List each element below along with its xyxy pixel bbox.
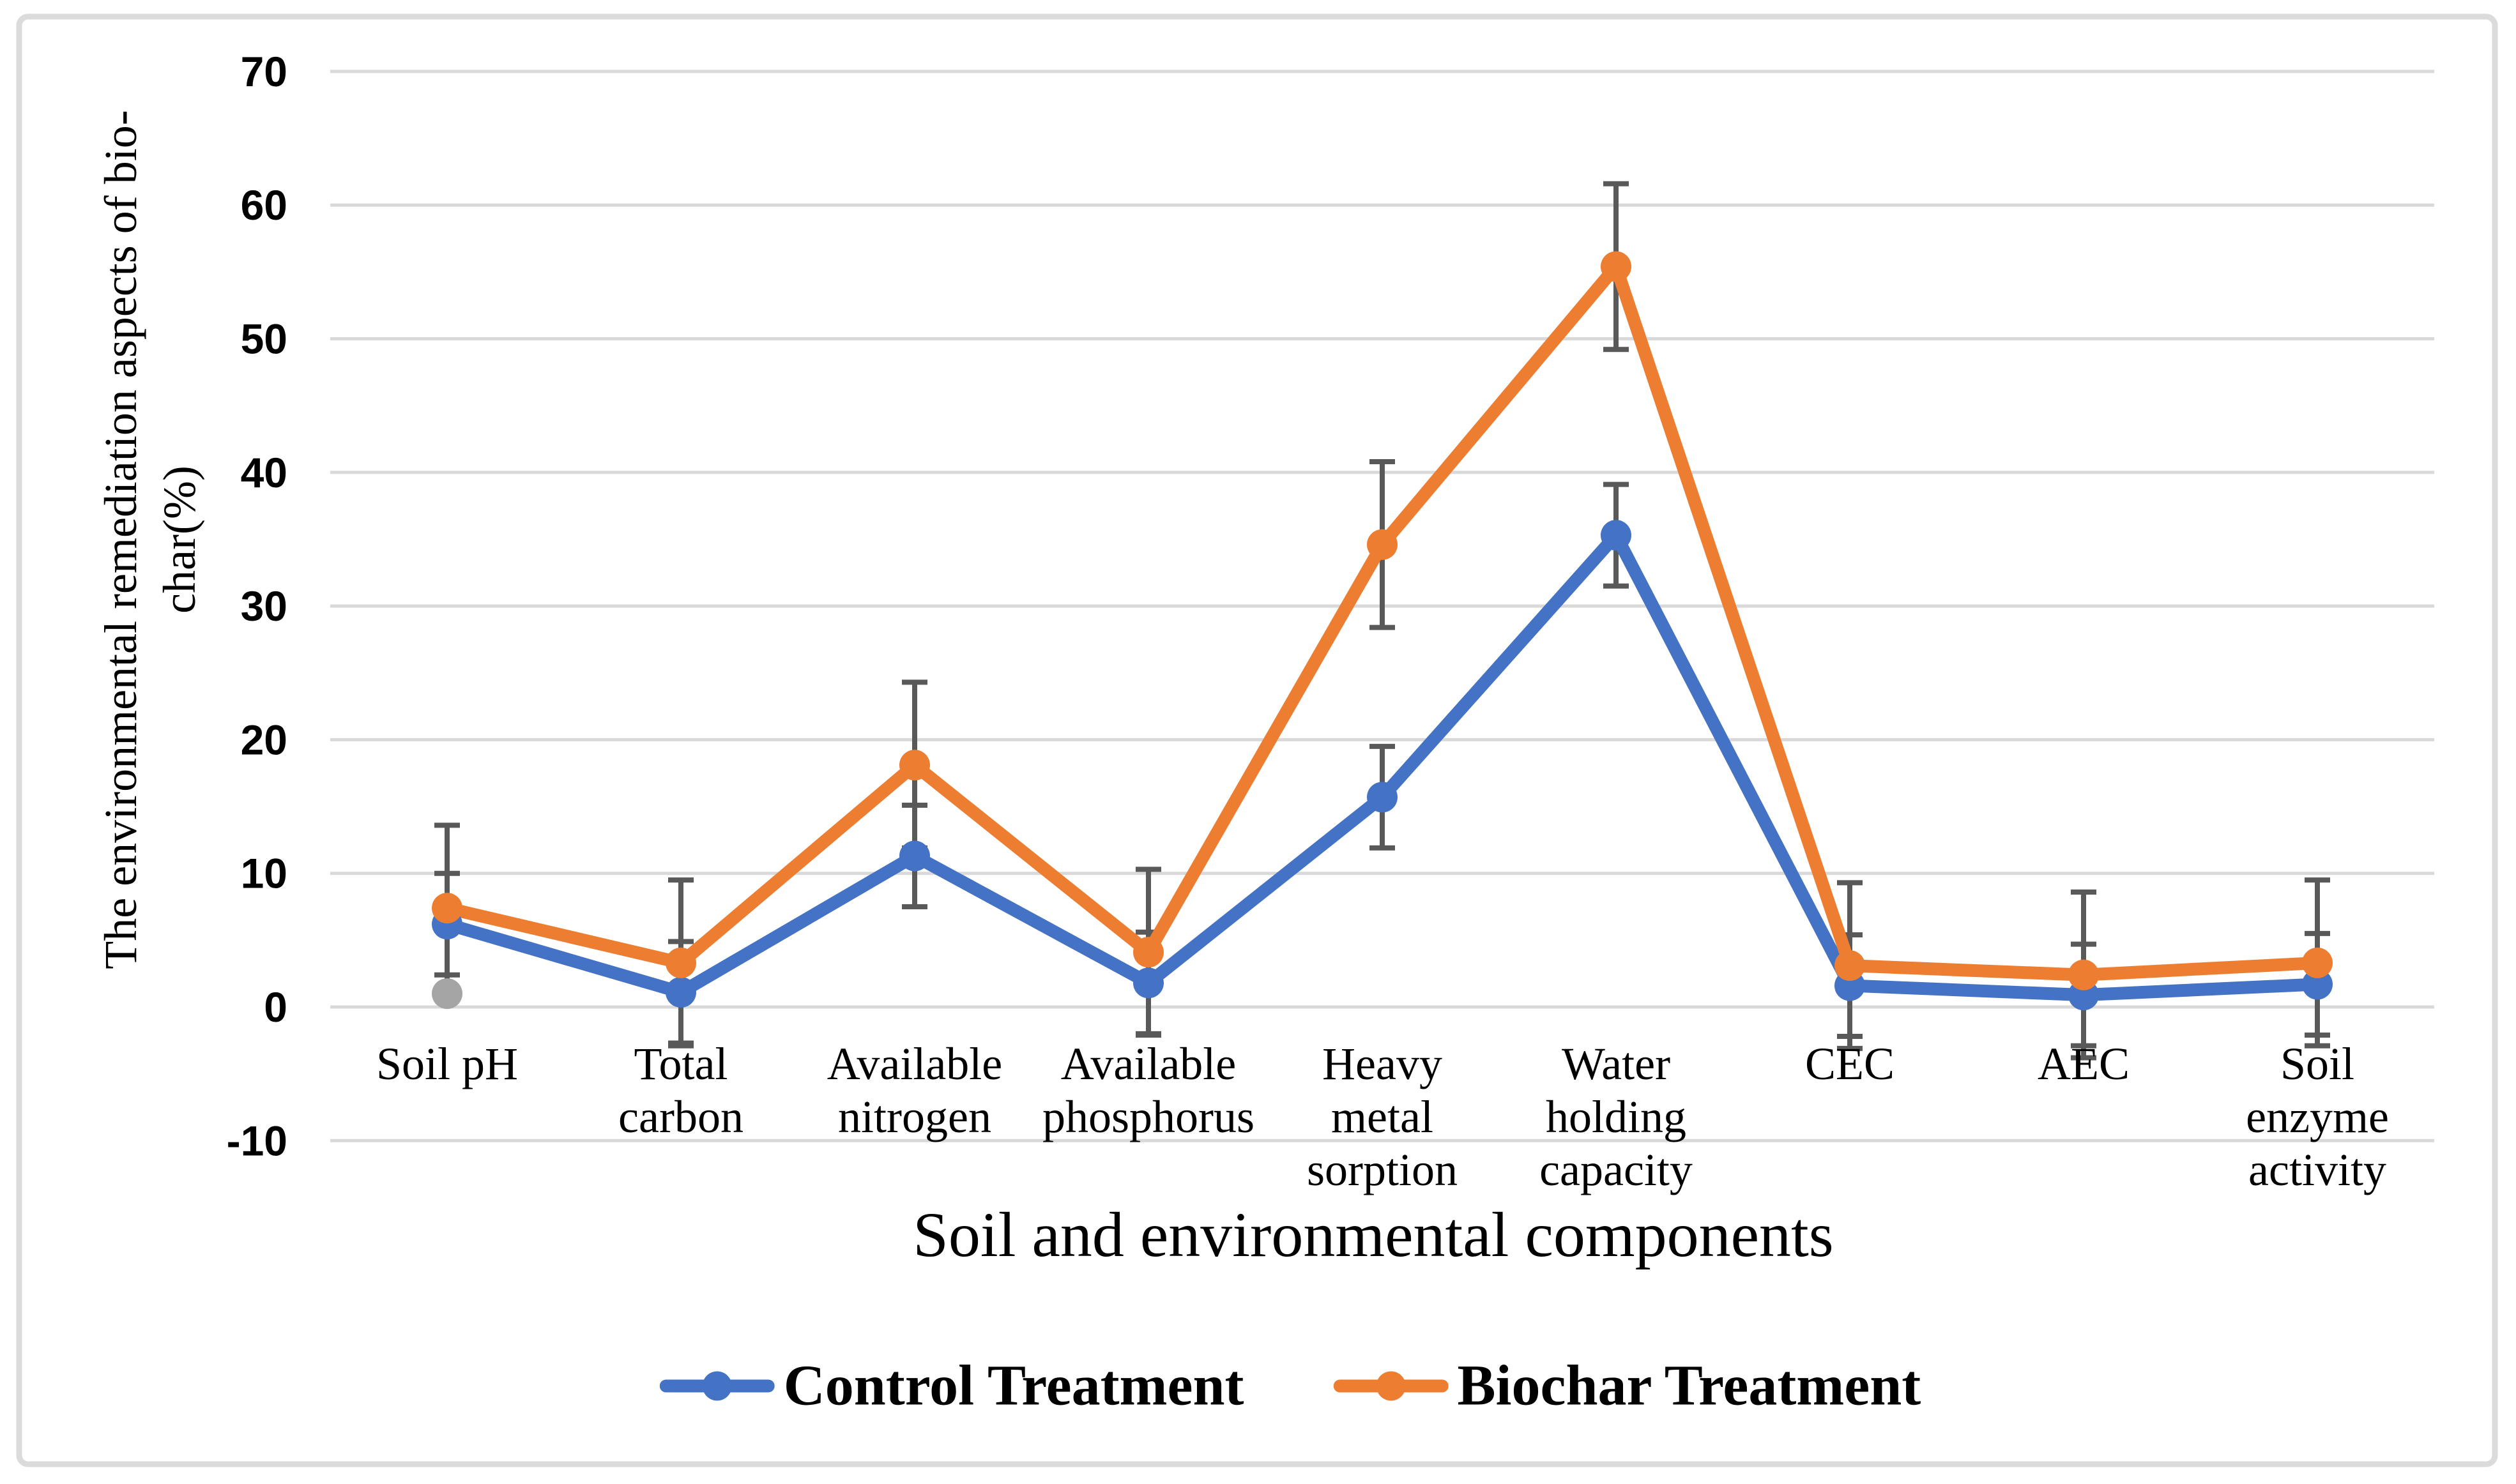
category-label-2-line-1: nitrogen [838,1091,991,1142]
series-lines [441,260,2324,1002]
data-point-1-2 [899,750,930,781]
y-tick-label-60: 60 [241,181,287,229]
category-label-4-line-2: sorption [1307,1144,1458,1195]
x-axis-category-labels: Soil pH TotalcarbonAvailablenitrogenAvail… [376,1038,2389,1195]
figure-border [16,13,2498,1467]
y-tick-label-30: 30 [241,582,287,630]
data-point-1-4 [1367,529,1398,560]
data-point-0-8 [2302,969,2333,1000]
stray-gray-point [432,978,462,1010]
data-point-0-1 [666,976,696,1008]
legend-line-marker-icon [1333,1371,1449,1400]
legend-label-biochar: Biochar Treatment [1457,1354,1921,1418]
category-label-1-line-1: carbon [618,1091,743,1142]
category-label-1-line-0: Total [634,1038,728,1089]
data-point-1-0 [432,893,462,924]
legend: Control Treatment Biochar Treatment [659,1353,1921,1419]
category-label-5-line-2: capacity [1539,1144,1693,1195]
category-label-4-line-1: metal [1331,1091,1433,1142]
y-axis-tick-labels: 70 60 50 40 30 20 10 0 -10 [227,48,287,1164]
legend-item-control: Control Treatment [659,1353,1244,1419]
y-tick-label-40: 40 [241,449,287,496]
y-tick-label-70: 70 [241,48,287,95]
y-tick-label-0: 0 [264,983,287,1031]
y-tick-label-10: 10 [241,850,287,897]
legend-item-biochar: Biochar Treatment [1333,1353,1921,1419]
legend-line-marker-icon [659,1371,775,1400]
category-label-0-line-0: Soil pH [376,1038,518,1089]
series-markers [432,251,2333,1011]
category-label-3-line-0: Available [1061,1038,1237,1089]
data-point-1-1 [666,947,696,978]
data-point-1-8 [2302,947,2333,978]
category-label-2-line-0: Available [827,1038,1003,1089]
category-label-5-line-0: Water [1562,1038,1670,1089]
data-point-0-5 [1601,520,1631,551]
legend-label-control: Control Treatment [783,1354,1244,1418]
y-tick-label--10: -10 [227,1117,287,1164]
data-point-1-3 [1133,937,1164,968]
category-label-7-line-0: AEC [2038,1038,2130,1089]
category-label-8-line-2: activity [2248,1144,2386,1195]
data-point-1-6 [1834,950,1865,981]
x-axis-title: Soil and environmental components [913,1199,1834,1270]
category-label-8-line-1: enzyme [2246,1091,2389,1142]
y-tick-label-50: 50 [241,315,287,363]
y-tick-label-20: 20 [241,716,287,763]
data-point-0-4 [1367,782,1398,813]
data-point-1-7 [2068,959,2099,990]
category-label-3-line-1: phosphorus [1042,1091,1254,1142]
category-label-8-line-0: Soil [2280,1038,2354,1089]
category-label-6-line-0: CEC [1805,1038,1895,1089]
data-point-0-3 [1133,967,1164,999]
y-axis-title: The environmental remediation aspects of… [95,110,205,969]
data-point-0-2 [899,840,930,872]
category-label-5-line-1: holding [1546,1091,1686,1142]
data-point-1-5 [1601,251,1631,282]
category-label-4-line-0: Heavy [1322,1038,1442,1089]
